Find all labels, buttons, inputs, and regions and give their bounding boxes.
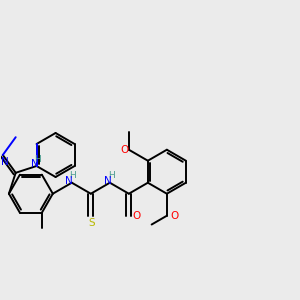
Text: O: O — [121, 145, 129, 155]
Text: N: N — [104, 176, 112, 186]
Text: N: N — [1, 157, 9, 167]
Text: S: S — [88, 218, 95, 228]
Text: N: N — [31, 159, 38, 169]
Text: H: H — [34, 154, 41, 164]
Text: N: N — [65, 176, 73, 186]
Text: O: O — [133, 211, 141, 221]
Text: H: H — [69, 171, 76, 180]
Text: O: O — [171, 211, 179, 221]
Text: H: H — [109, 171, 115, 180]
